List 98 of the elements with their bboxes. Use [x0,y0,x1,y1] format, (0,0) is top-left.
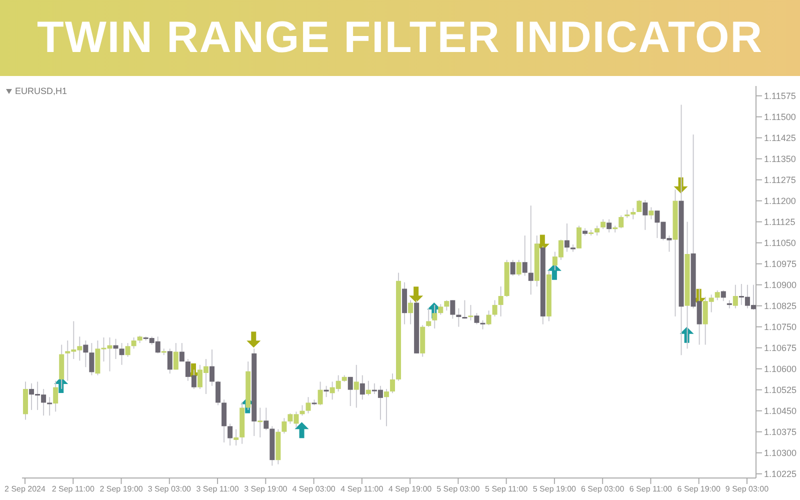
candlestick [474,312,480,325]
candlestick [408,300,414,325]
x-tick-label: 5 Sep 03:00 [436,484,480,494]
candlestick [432,304,438,329]
candlestick [264,407,269,431]
candlestick [318,381,323,406]
candlestick [125,342,130,358]
candlestick [462,300,468,320]
candlestick [564,222,570,252]
candlestick [228,423,233,446]
y-tick-label: 1.10825 [764,300,797,311]
point [246,332,261,348]
candlestick [210,348,215,386]
candlestick [576,225,582,249]
y-tick-label: 1.11200 [764,196,796,206]
x-tick-label: 2 Sep 19:00 [100,484,144,494]
candlestick [83,340,88,368]
candlestick [450,300,456,320]
candlestick [234,428,239,446]
x-tick-label: 6 Sep 19:00 [677,484,721,494]
candlestick [173,342,178,370]
candlestick [366,380,371,396]
candlestick [492,300,498,317]
x-tick-label: 3 Sep 03:00 [148,484,192,494]
candlestick [89,342,94,376]
y-tick-label: 1.11575 [764,90,796,101]
x-tick-label: 2 Sep 2024 [4,484,46,494]
candlestick [510,259,516,276]
y-tick-label: 1.10675 [764,342,797,353]
x-tick-label: 9 Sep 03:00 [725,484,770,494]
y-tick-label: 1.10225 [764,468,797,479]
candlestick [222,399,227,443]
candlestick [438,304,444,316]
point [409,286,424,303]
candlestick [179,342,184,362]
candlestick [720,290,726,302]
candlestick [636,199,642,212]
annotation: EURUSD,H1 [15,86,68,96]
candlestick [468,304,474,321]
candlestick [648,206,654,220]
y-tick-label: 1.10900 [764,280,797,290]
candlestick [486,310,492,326]
candlestick [714,290,720,301]
candlestick [498,286,504,317]
candlestick [306,396,311,414]
candlestick [348,376,353,407]
candlestick [53,380,58,412]
candlestick [360,374,365,400]
point [294,422,309,438]
y-tick-label: 1.10300 [764,448,797,458]
candlestick [522,235,528,276]
candlestick [167,348,172,374]
candlestick [390,373,395,394]
candlestick [216,380,221,406]
candlestick [516,259,522,276]
y-tick-label: 1.11425 [764,132,796,143]
y-tick-label: 1.11125 [764,216,796,227]
x-tick-label: 4 Sep 19:00 [388,484,432,494]
candlestick [47,396,52,416]
candlestick [119,342,124,366]
x-tick-label: 4 Sep 11:00 [340,484,384,494]
candlestick [258,407,263,438]
candlestick [528,205,534,296]
candlestick [618,214,624,229]
candlestick [630,208,636,220]
x-tick-label: 3 Sep 11:00 [196,484,240,494]
candlestick [384,388,389,427]
x-tick-label: 6 Sep 11:00 [629,484,673,494]
x-tick-label: 6 Sep 03:00 [581,484,625,494]
point [547,264,562,280]
chart-title: TWIN RANGE FILTER INDICATOR [36,13,764,63]
x-tick-label: 4 Sep 03:00 [292,484,336,494]
y-tick-label: 1.11050 [764,238,796,248]
y-tick-label: 1.10525 [764,384,797,395]
candlestick [444,300,450,312]
candlestick [300,404,305,416]
candlestick [131,336,136,350]
candlestick [606,218,612,233]
candlestick [113,338,118,360]
y-tick-label: 1.10750 [764,322,797,332]
candlestick [354,364,359,408]
candlestick [426,308,432,328]
x-tick-label: 5 Sep 19:00 [532,484,577,494]
y-tick-label: 1.11275 [764,174,796,185]
x-tick-label: 3 Sep 19:00 [244,484,288,494]
x-tick-label: 2 Sep 11:00 [52,484,95,494]
y-tick-label: 1.10450 [764,406,797,416]
candlestick [594,225,600,236]
candlestick [282,418,287,434]
y-tick-label: 1.11500 [764,112,796,122]
y-tick-label: 1.10975 [764,258,797,269]
candlestick [642,199,648,230]
candlestick [732,284,738,309]
y-tick-label: 1.10375 [764,426,797,437]
y-tick-label: 1.11350 [764,154,796,164]
candlestick [600,218,606,230]
x-tick-label: 5 Sep 11:00 [485,484,528,494]
y-tick-label: 1.10600 [764,364,797,374]
